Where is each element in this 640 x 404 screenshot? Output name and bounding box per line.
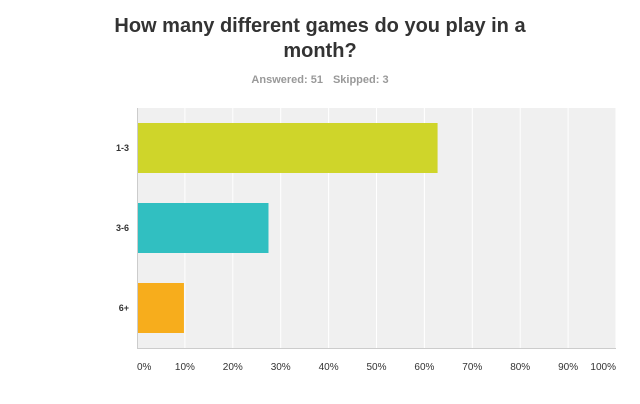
x-tick-label: 80% — [510, 362, 530, 373]
x-tick-label: 20% — [223, 362, 243, 373]
bar-1-3 — [137, 123, 438, 173]
x-tick-label: 30% — [271, 362, 291, 373]
category-label: 1-3 — [116, 143, 129, 153]
chart-title: How many different games do you play in … — [114, 15, 526, 62]
x-tick-label: 10% — [175, 362, 195, 373]
plot-area: 1-3 3-6 6+ 0% 10% 20% 30% 40% 50% 60% 70% 80% 90% 100… — [116, 108, 617, 373]
x-tick-label: 50% — [366, 362, 386, 373]
answered-count: Answered: 51 — [251, 74, 323, 86]
x-tick-label: 100% — [590, 362, 616, 373]
bar-3-6 — [137, 203, 269, 253]
x-tick-label: 0% — [137, 362, 152, 373]
x-tick-label: 60% — [414, 362, 434, 373]
x-tick-label: 70% — [462, 362, 482, 373]
skipped-count: Skipped: 3 — [332, 74, 389, 86]
category-label: 3-6 — [116, 223, 129, 233]
x-tick-label: 40% — [319, 362, 339, 373]
category-label: 6+ — [119, 303, 129, 313]
bar-6+ — [137, 283, 184, 333]
x-tick-label: 90% — [558, 362, 578, 373]
chart-subtitle: Answered: 51 Skipped: 3 — [0, 74, 640, 86]
